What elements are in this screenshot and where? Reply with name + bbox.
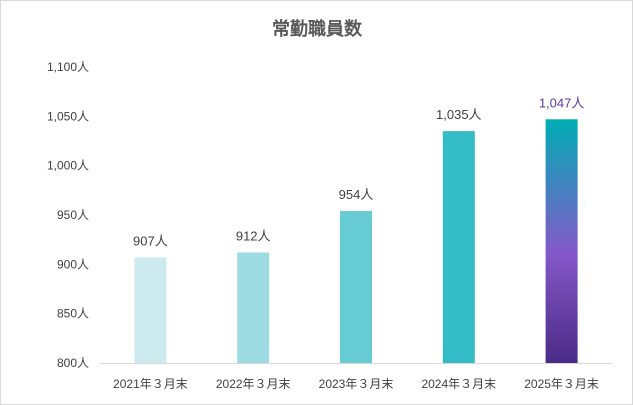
y-tick-label: 1,100人	[47, 60, 89, 74]
x-tick-label: 2023年３月末	[319, 377, 394, 391]
y-tick-label: 1,000人	[47, 159, 89, 173]
x-axis: 2021年３月末 2022年３月末 2023年３月末 2024年３月末 2025年３月末	[99, 363, 613, 391]
data-label-5: 1,047人	[539, 95, 585, 110]
data-label-4: 1,035人	[436, 107, 482, 122]
bar-5	[545, 119, 578, 363]
x-tick-label: 2022年３月末	[216, 377, 291, 391]
y-tick-label: 1,050人	[47, 109, 89, 123]
data-labels: 907人 912人 954人 1,035人 1,047人	[133, 95, 584, 248]
y-tick-label: 850人	[57, 307, 89, 321]
y-tick-label: 950人	[57, 208, 89, 222]
y-tick-label: 900人	[57, 257, 89, 271]
x-tick-label: 2021年３月末	[113, 377, 188, 391]
bar-4	[442, 131, 475, 363]
bars	[134, 119, 578, 363]
y-tick-label: 800人	[57, 356, 89, 370]
x-tick-label: 2024年３月末	[421, 377, 496, 391]
data-label-1: 907人	[133, 233, 168, 248]
chart-title: 常勤職員数	[272, 18, 363, 39]
data-label-2: 912人	[236, 228, 271, 243]
bar-2	[237, 252, 270, 363]
bar-3	[340, 211, 372, 363]
data-label-3: 954人	[339, 187, 374, 202]
bar-1	[134, 257, 167, 363]
x-tick-label: 2025年３月末	[524, 377, 599, 391]
y-axis: 800人 850人 900人 950人 1,000人 1,050人 1,100人	[47, 60, 89, 370]
